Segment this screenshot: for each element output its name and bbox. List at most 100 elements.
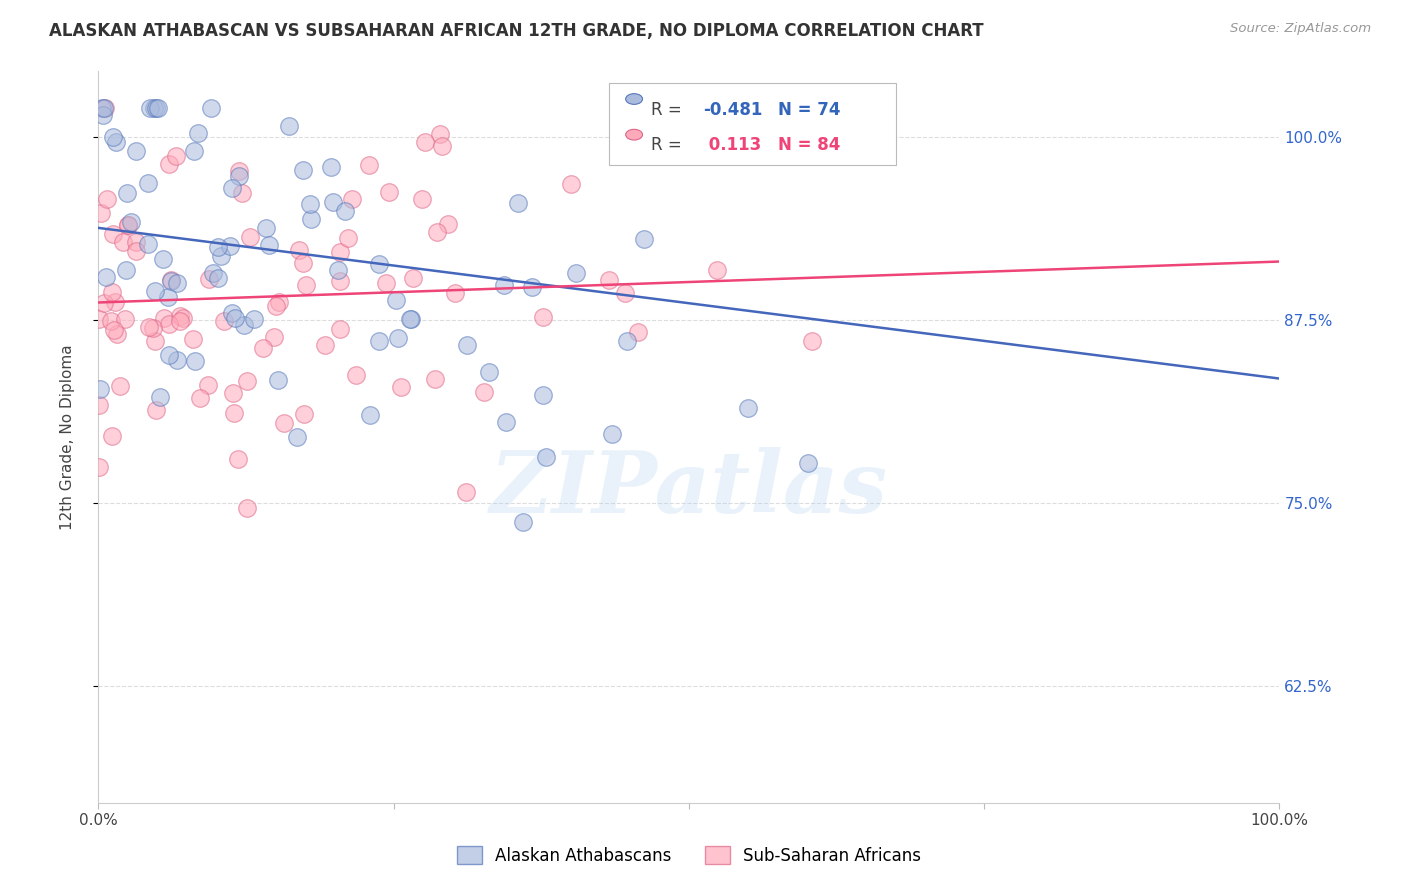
Point: [226, 451, 249, 466]
Point: [219, 238, 242, 252]
Point: [224, 311, 246, 326]
Point: [326, 262, 349, 277]
Point: [222, 386, 245, 401]
Point: [277, 119, 299, 133]
Point: [145, 101, 167, 115]
Point: [254, 221, 277, 235]
Text: N = 74: N = 74: [778, 101, 839, 119]
Point: [93, 296, 115, 310]
Text: ALASKAN ATHABASCAN VS SUBSAHARAN AFRICAN 12TH GRADE, NO DIPLOMA CORRELATION CHAR: ALASKAN ATHABASCAN VS SUBSAHARAN AFRICAN…: [49, 22, 984, 40]
Point: [90, 101, 112, 115]
Point: [201, 266, 224, 280]
Point: [152, 252, 174, 266]
Point: [166, 276, 188, 290]
Point: [228, 169, 250, 183]
Point: [115, 263, 138, 277]
Point: [292, 407, 315, 421]
Point: [706, 263, 728, 277]
Point: [329, 274, 352, 288]
Point: [143, 284, 166, 298]
Point: [138, 320, 160, 334]
Point: [329, 322, 352, 336]
Point: [108, 379, 131, 393]
Point: [125, 244, 148, 259]
Point: [801, 334, 824, 348]
Text: R =: R =: [651, 101, 688, 119]
Point: [402, 271, 425, 285]
Point: [221, 181, 243, 195]
Point: [96, 270, 118, 285]
Point: [264, 299, 287, 313]
Point: [117, 219, 139, 233]
Point: [389, 380, 412, 394]
Point: [105, 327, 128, 342]
Point: [139, 101, 162, 115]
Point: [337, 231, 360, 245]
Point: [207, 240, 229, 254]
Point: [478, 365, 501, 379]
Point: [136, 237, 159, 252]
Point: [472, 384, 495, 399]
Point: [398, 312, 420, 326]
Point: [160, 274, 183, 288]
Point: [627, 326, 650, 340]
Point: [96, 192, 118, 206]
Point: [187, 126, 209, 140]
Point: [104, 295, 127, 310]
Point: [101, 227, 124, 242]
Point: [100, 313, 122, 327]
Point: [360, 408, 382, 422]
Point: [374, 277, 396, 291]
Point: [252, 341, 274, 355]
Point: [93, 108, 115, 122]
Point: [368, 334, 391, 348]
Point: [616, 334, 638, 348]
Point: [115, 186, 138, 200]
Point: [143, 334, 166, 349]
Point: [633, 232, 655, 246]
Point: [239, 229, 262, 244]
Point: [169, 314, 191, 328]
Point: [266, 373, 288, 387]
Point: [172, 310, 194, 325]
Point: [124, 235, 146, 249]
Text: Source: ZipAtlas.com: Source: ZipAtlas.com: [1230, 22, 1371, 36]
Point: [436, 217, 458, 231]
Point: [367, 257, 389, 271]
Point: [598, 272, 620, 286]
Point: [90, 206, 112, 220]
Point: [737, 401, 759, 415]
Point: [267, 295, 290, 310]
Point: [494, 277, 516, 292]
Point: [120, 215, 142, 229]
Text: 0.113: 0.113: [703, 136, 761, 154]
Point: [534, 450, 557, 464]
Point: [495, 415, 517, 429]
Point: [114, 311, 136, 326]
Point: [101, 130, 124, 145]
Point: [228, 163, 250, 178]
Point: [294, 277, 316, 292]
Point: [357, 158, 380, 172]
Point: [385, 293, 408, 308]
Point: [145, 403, 167, 417]
Point: [87, 397, 110, 411]
Point: [188, 391, 211, 405]
Point: [183, 144, 205, 158]
Point: [200, 101, 222, 115]
Point: [522, 280, 544, 294]
Point: [387, 331, 409, 345]
Point: [299, 196, 322, 211]
Point: [344, 368, 367, 382]
Point: [322, 195, 344, 210]
Point: [125, 144, 148, 158]
Point: [291, 256, 314, 270]
Point: [197, 272, 219, 286]
Point: [221, 306, 243, 320]
Point: [165, 149, 187, 163]
Point: [166, 353, 188, 368]
Point: [614, 285, 637, 300]
Point: [454, 484, 477, 499]
Point: [142, 101, 165, 115]
Point: [197, 378, 219, 392]
